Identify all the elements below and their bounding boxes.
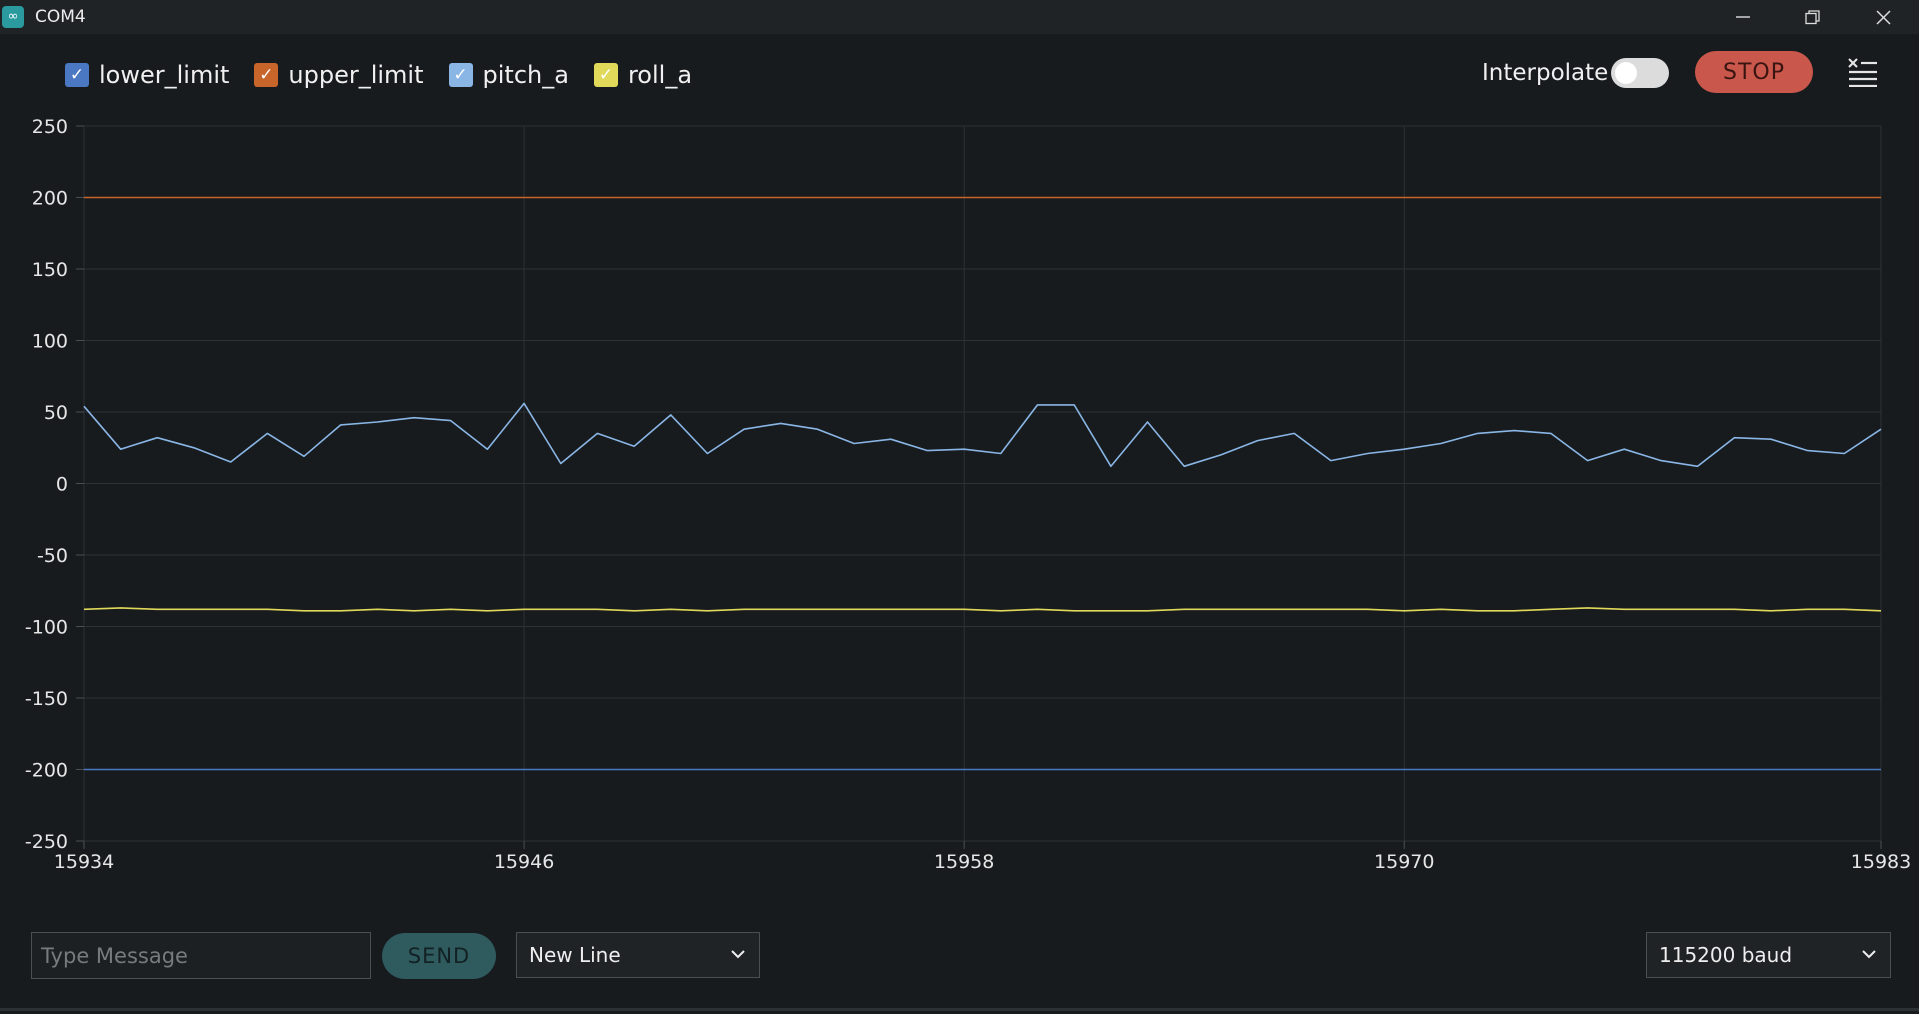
- legend-label: lower_limit: [99, 61, 230, 89]
- x-tick-label: 15970: [1374, 851, 1434, 873]
- y-tick-label: -150: [25, 688, 68, 710]
- clear-output-icon: [1848, 58, 1877, 88]
- x-axis-labels: 15934 15946 15958 15970 15983: [54, 851, 1911, 873]
- interpolate-toggle[interactable]: [1611, 58, 1669, 88]
- minimize-button[interactable]: [1713, 0, 1773, 34]
- title-bar: ∞ COM4: [0, 0, 1919, 34]
- legend-item-upper-limit[interactable]: ✓ upper_limit: [254, 61, 424, 89]
- stop-button[interactable]: STOP: [1695, 51, 1813, 93]
- y-tick-label: -50: [37, 545, 68, 567]
- y-tick-label: 200: [32, 188, 68, 210]
- x-tick-label: 15946: [494, 851, 554, 873]
- chart-series: [83, 196, 1882, 771]
- line-ending-value: New Line: [529, 943, 621, 967]
- arduino-app-icon: ∞: [2, 6, 24, 28]
- restore-button[interactable]: [1782, 0, 1842, 34]
- y-tick-label: 250: [32, 116, 68, 138]
- clear-output-button[interactable]: [1848, 57, 1878, 88]
- baud-rate-select[interactable]: 115200 baud: [1646, 932, 1891, 978]
- toggle-knob: [1615, 62, 1637, 84]
- chevron-down-icon: [731, 950, 745, 959]
- legend-item-pitch-a[interactable]: ✓ pitch_a: [448, 61, 569, 89]
- x-tick-label: 15934: [54, 851, 114, 873]
- window-title: COM4: [35, 7, 86, 27]
- legend-label: roll_a: [627, 61, 693, 89]
- legend-label: upper_limit: [288, 61, 424, 89]
- checkbox-lower-limit[interactable]: ✓: [65, 63, 89, 87]
- x-tick-label: 15983: [1851, 851, 1911, 873]
- legend-item-lower-limit[interactable]: ✓ lower_limit: [65, 61, 229, 89]
- window-bottom-border: [0, 1008, 1919, 1011]
- y-tick-label: -250: [25, 831, 68, 853]
- x-tick-label: 15958: [934, 851, 994, 873]
- y-tick-label: 150: [32, 259, 68, 281]
- series-legend: ✓ lower_limit ✓ upper_limit ✓ pitch_a ✓ …: [65, 60, 717, 90]
- chart-grid: [76, 125, 1882, 849]
- y-tick-label: -100: [25, 617, 68, 639]
- message-input[interactable]: [31, 932, 371, 979]
- line-ending-select[interactable]: New Line: [516, 932, 760, 978]
- chevron-down-icon: [1862, 950, 1876, 959]
- serial-plotter-chart: 250 200 150 100 50 0 -50 -100 -150 -200 -250 15934…: [25, 116, 1911, 873]
- checkbox-roll-a[interactable]: ✓: [593, 63, 618, 87]
- series-pitch-a-line: [83, 402, 1882, 468]
- close-icon: [1875, 9, 1891, 25]
- series-roll-a-line: [83, 607, 1882, 612]
- legend-label: pitch_a: [482, 61, 569, 89]
- baud-rate-value: 115200 baud: [1659, 943, 1793, 967]
- close-button[interactable]: [1853, 0, 1913, 34]
- restore-icon: [1804, 9, 1820, 24]
- y-tick-label: 100: [32, 331, 68, 353]
- send-button[interactable]: SEND: [382, 933, 496, 979]
- interpolate-label: Interpolate: [1482, 60, 1609, 86]
- y-tick-label: 50: [44, 402, 68, 424]
- legend-item-roll-a[interactable]: ✓ roll_a: [593, 61, 693, 89]
- checkbox-pitch-a[interactable]: ✓: [448, 63, 473, 87]
- y-axis-labels: 250 200 150 100 50 0 -50 -100 -150 -200 -250: [25, 116, 68, 853]
- y-tick-label: -200: [25, 760, 68, 782]
- y-tick-label: 0: [56, 474, 68, 496]
- minimize-icon: [1736, 16, 1750, 18]
- checkbox-upper-limit[interactable]: ✓: [254, 63, 279, 87]
